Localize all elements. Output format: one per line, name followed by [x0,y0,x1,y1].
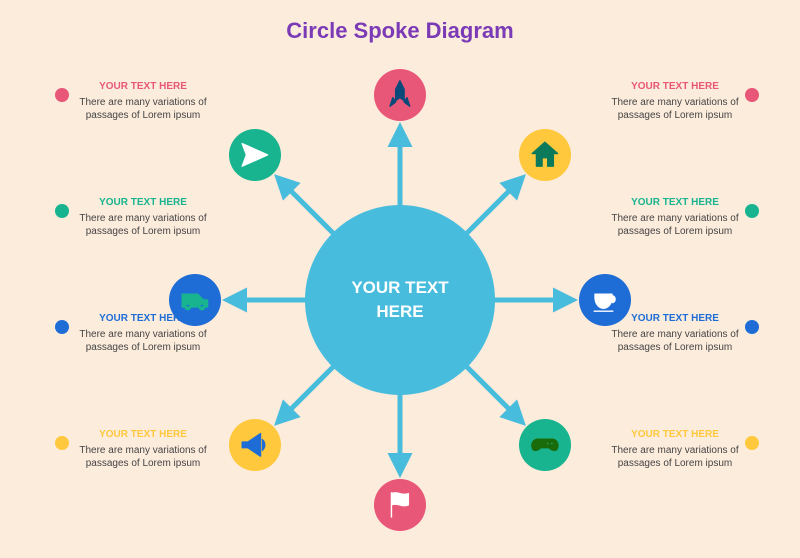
text-block-header: YOUR TEXT HERE [600,312,750,325]
text-block-header: YOUR TEXT HERE [68,312,218,325]
text-block-header: YOUR TEXT HERE [600,196,750,209]
spoke-node-gamepad [519,419,571,471]
text-block-2: YOUR TEXT HERE There are many variations … [68,312,218,354]
text-block-0: YOUR TEXT HERE There are many variations … [68,80,218,122]
plane-icon [238,138,272,172]
text-block-body: There are many variations of passages of… [68,328,218,354]
spoke-node-house [519,129,571,181]
text-block-body: There are many variations of passages of… [600,444,750,470]
legend-dot [745,88,759,102]
text-block-7: YOUR TEXT HERE There are many variations … [600,428,750,470]
center-text-line1: YOUR TEXT [351,276,448,300]
text-block-body: There are many variations of passages of… [68,212,218,238]
legend-dot [55,88,69,102]
text-block-6: YOUR TEXT HERE There are many variations … [600,312,750,354]
rocket-icon [383,78,417,112]
text-block-3: YOUR TEXT HERE There are many variations … [68,428,218,470]
text-block-body: There are many variations of passages of… [600,212,750,238]
legend-dot [745,436,759,450]
center-text-line2: HERE [351,300,448,324]
text-block-header: YOUR TEXT HERE [600,428,750,441]
spoke-node-flag [374,479,426,531]
text-block-4: YOUR TEXT HERE There are many variations … [600,80,750,122]
legend-dot [745,320,759,334]
legend-dot [55,436,69,450]
spoke-node-plane [229,129,281,181]
house-icon [528,138,562,172]
text-block-body: There are many variations of passages of… [68,96,218,122]
flag-icon [383,488,417,522]
legend-dot [745,204,759,218]
spoke-node-megaphone [229,419,281,471]
text-block-header: YOUR TEXT HERE [68,428,218,441]
text-block-body: There are many variations of passages of… [600,328,750,354]
gamepad-icon [528,428,562,462]
text-block-body: There are many variations of passages of… [68,444,218,470]
text-block-header: YOUR TEXT HERE [68,196,218,209]
text-block-5: YOUR TEXT HERE There are many variations … [600,196,750,238]
legend-dot [55,204,69,218]
megaphone-icon [238,428,272,462]
text-block-header: YOUR TEXT HERE [68,80,218,93]
text-block-header: YOUR TEXT HERE [600,80,750,93]
center-node: YOUR TEXT HERE [305,205,495,395]
spoke-node-rocket [374,69,426,121]
text-block-1: YOUR TEXT HERE There are many variations … [68,196,218,238]
diagram-title: Circle Spoke Diagram [0,18,800,44]
text-block-body: There are many variations of passages of… [600,96,750,122]
legend-dot [55,320,69,334]
